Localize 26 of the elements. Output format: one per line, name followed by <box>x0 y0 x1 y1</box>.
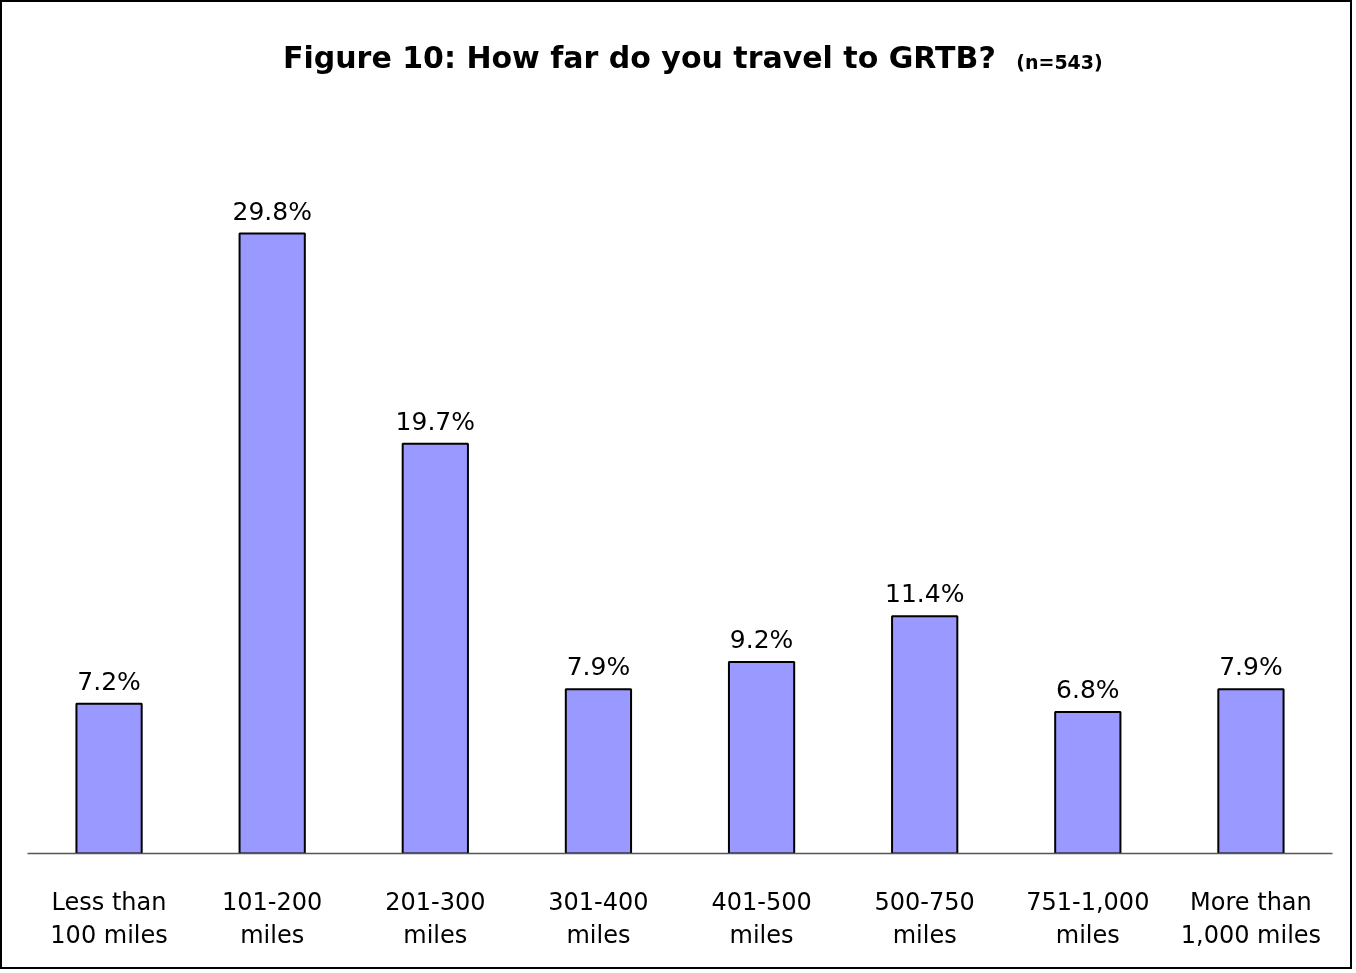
bar <box>727 661 796 854</box>
bar <box>238 232 306 854</box>
bar <box>1054 711 1122 854</box>
bar <box>1217 688 1285 854</box>
data-label: 9.2% <box>729 625 794 655</box>
x-tick-label: 401-500 miles <box>711 887 812 950</box>
data-label: 7.2% <box>77 666 141 696</box>
data-label: 19.7% <box>395 406 476 436</box>
bar <box>564 688 633 854</box>
bar <box>401 442 469 854</box>
x-tick-label: 751-1,000 miles <box>1026 887 1150 950</box>
chart-subtitle: (n=543) <box>1016 50 1103 73</box>
data-label: 6.8% <box>1056 675 1120 705</box>
x-tick-label: More than 1,000 miles <box>1180 887 1322 950</box>
data-label: 7.9% <box>566 652 631 682</box>
x-tick-label: 101-200 miles <box>222 887 323 950</box>
x-tick-label: 301-400 miles <box>548 887 649 950</box>
chart-title: Figure 10: How far do you travel to GRTB? <box>283 40 996 75</box>
data-label: 7.9% <box>1219 652 1283 682</box>
bar <box>75 702 143 854</box>
x-tick-label: 500-750 miles <box>874 887 975 950</box>
data-label: 29.8% <box>232 196 312 226</box>
bar <box>891 615 959 854</box>
x-tick-label: 201-300 miles <box>385 887 486 950</box>
data-label: 11.4% <box>884 579 965 609</box>
x-tick-label: Less than 100 miles <box>50 887 168 950</box>
